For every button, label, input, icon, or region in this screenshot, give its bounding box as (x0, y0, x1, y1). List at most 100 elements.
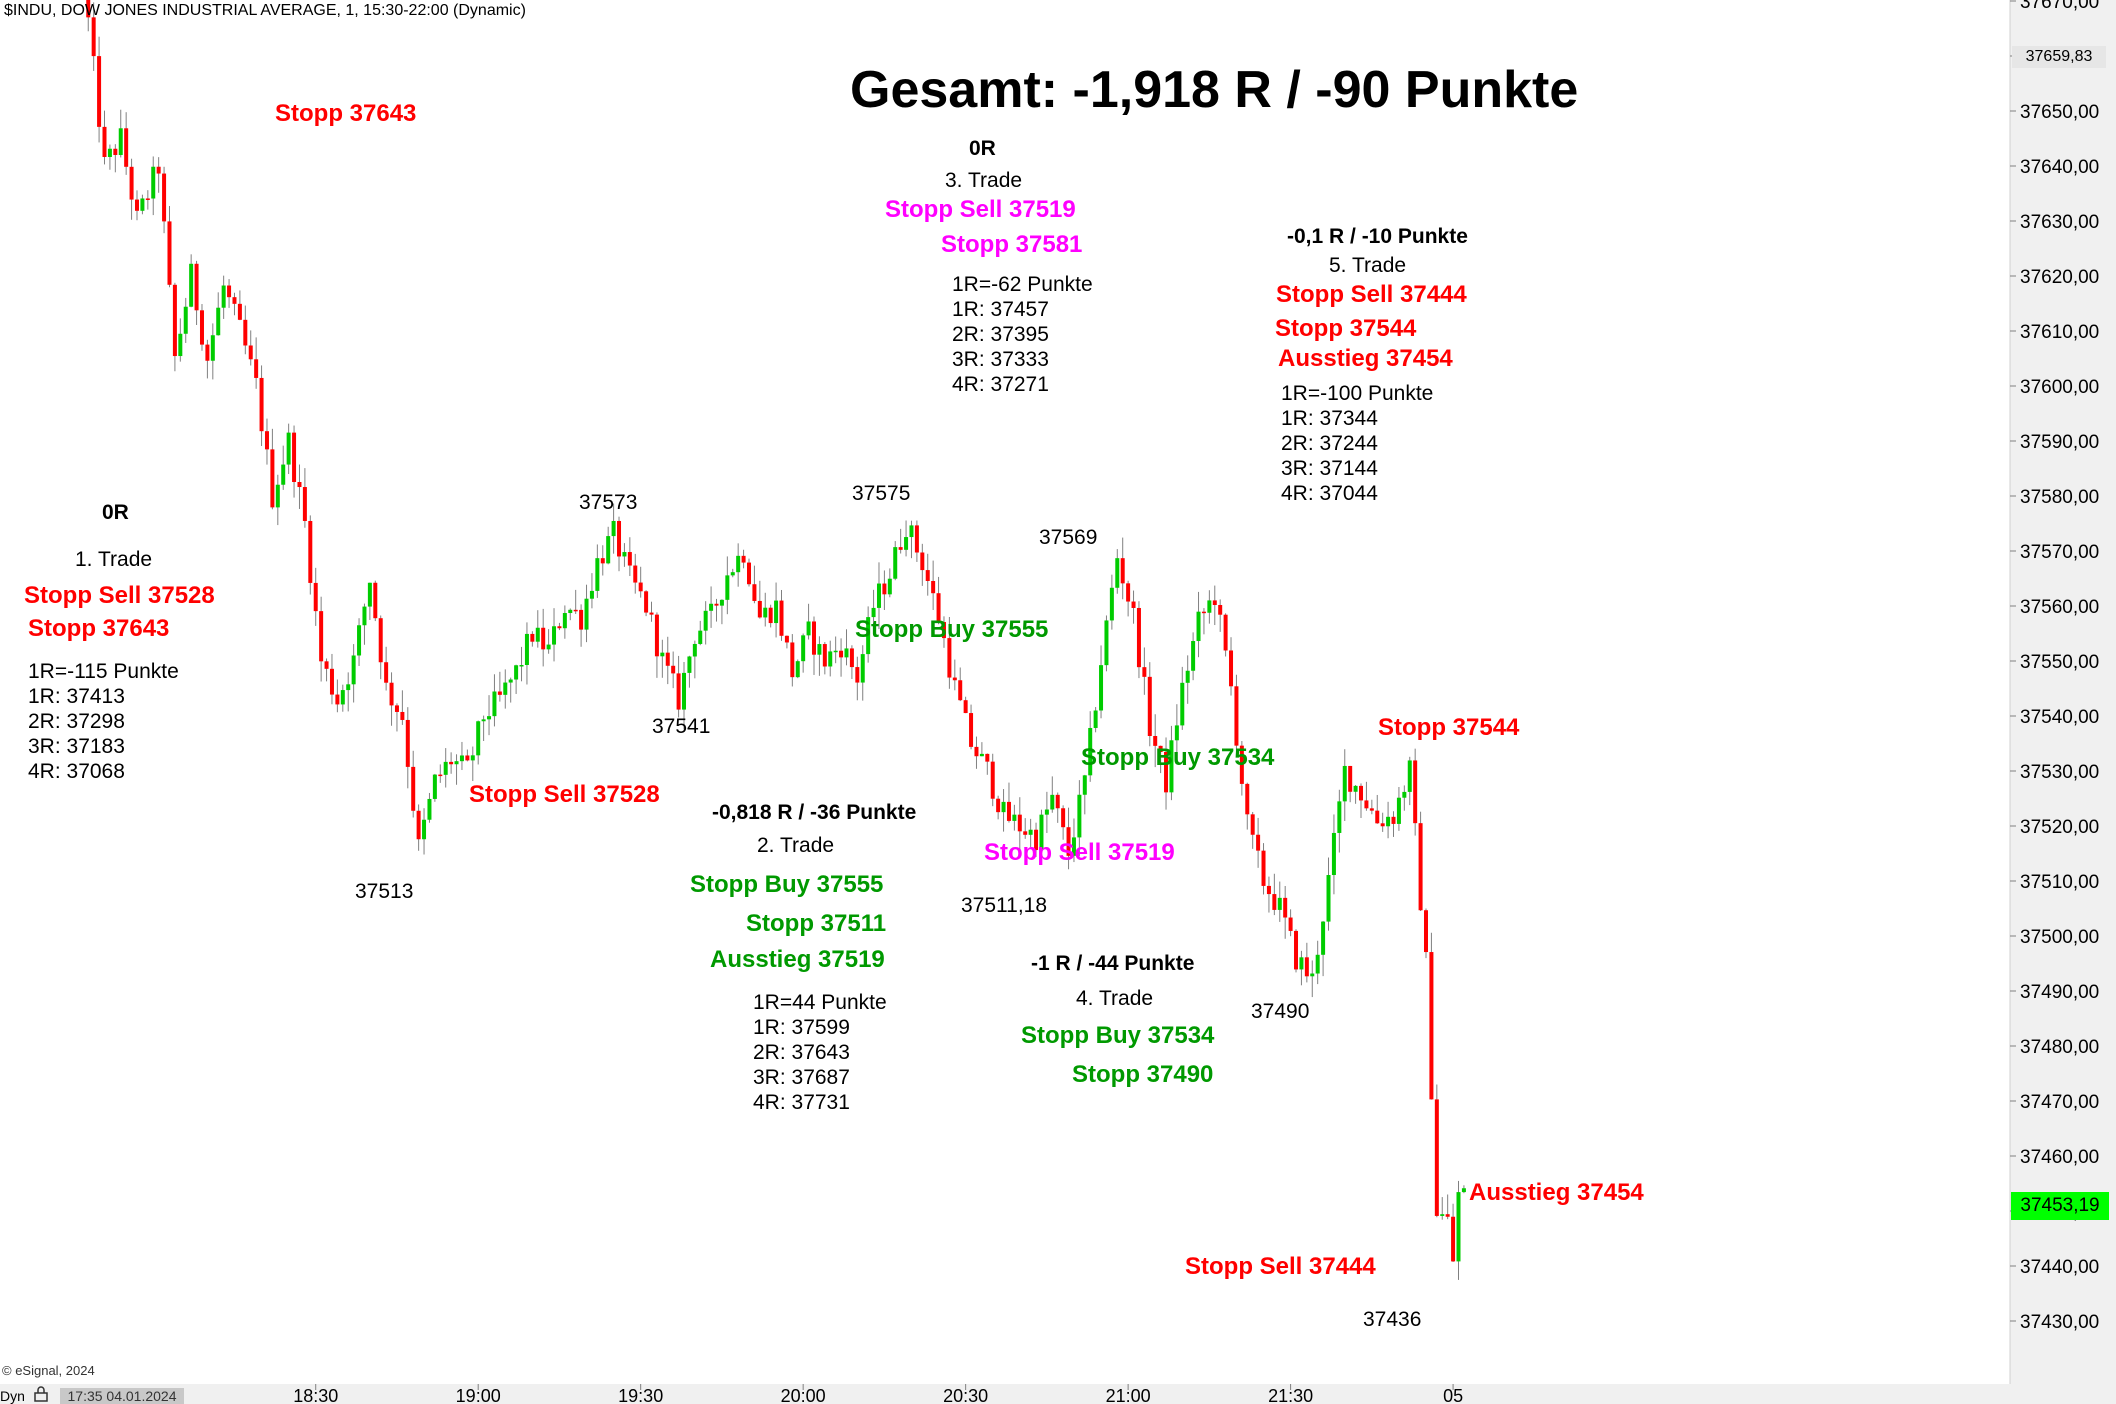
trade5-target-line: 2R: 37244 (1281, 432, 1378, 455)
time-axis-panel[interactable] (0, 1384, 2116, 1404)
candle-body (589, 590, 594, 599)
candle-body (535, 627, 540, 642)
candle-body (346, 684, 351, 691)
candle-body (801, 635, 806, 662)
y-tick-label: 37460,00 (2020, 1147, 2099, 1168)
candle-body (1283, 897, 1288, 918)
y-tick-label: 37590,00 (2020, 432, 2099, 453)
candle-body (351, 655, 356, 685)
candle-body (714, 603, 719, 606)
candle-body (562, 613, 567, 629)
candle-body (259, 377, 264, 432)
candle-body (248, 345, 253, 360)
candle-body (1017, 814, 1022, 832)
candle-body (1277, 897, 1282, 910)
candle-body (552, 626, 557, 645)
candle-body (1348, 765, 1353, 792)
candle-body (665, 652, 670, 666)
candle-body (162, 173, 167, 222)
candle-body (167, 221, 172, 285)
candle-body (416, 810, 421, 840)
candle-body (319, 611, 324, 662)
trade3-targets: 1R=-62 Punkte 1R: 37457 2R: 37395 3R: 37… (952, 272, 1093, 397)
candle-body (470, 755, 475, 761)
candle-body (1288, 917, 1293, 931)
candle-body (844, 648, 849, 658)
candle-body (1369, 808, 1374, 811)
y-tick-label: 37430,00 (2020, 1312, 2099, 1333)
candle-body (909, 525, 914, 538)
candle-body (1445, 1214, 1450, 1217)
trade2-stop: Stopp 37511 (746, 910, 887, 937)
candle-body (1142, 667, 1147, 677)
candle-body (324, 661, 329, 669)
candle-body (774, 600, 779, 624)
copyright-text: © eSignal, 2024 (2, 1363, 95, 1378)
candle-body (1071, 837, 1076, 856)
trade3-target-line: 3R: 37333 (952, 348, 1049, 371)
candle-body (692, 643, 697, 657)
candle-body (1304, 957, 1309, 977)
sell-37528-label: Stopp Sell 37528 (469, 781, 660, 808)
sell-37519-label: Stopp Sell 37519 (984, 839, 1175, 866)
trade3-stop: Stopp 37581 (941, 231, 1083, 258)
trade5-entry: Stopp Sell 37444 (1276, 281, 1467, 308)
x-tick-label: 20:00 (781, 1386, 826, 1404)
trade2-target-line: 2R: 37643 (753, 1041, 850, 1064)
candle-body (931, 580, 936, 594)
candle-body (1185, 670, 1190, 683)
candle-body (1169, 740, 1174, 793)
candle-body (839, 650, 844, 658)
trade5-result: -0,1 R / -10 Punkte (1287, 225, 1468, 248)
candle-body (1413, 760, 1418, 824)
y-tick-label: 37470,00 (2020, 1092, 2099, 1113)
trade3-result: 0R (969, 137, 996, 160)
y-tick-label: 37550,00 (2020, 652, 2099, 673)
candle-body (1424, 910, 1428, 953)
trade1-result: 0R (102, 501, 129, 524)
trade2-target-line: 3R: 37687 (753, 1066, 850, 1089)
candle-body (1115, 558, 1120, 588)
trade2-target-line: 4R: 37731 (753, 1091, 850, 1114)
candle-body (985, 753, 990, 762)
candle-body (752, 584, 757, 601)
candle-body (1044, 809, 1049, 815)
candle-body (1023, 831, 1028, 835)
trade3-entry: Stopp Sell 37519 (885, 196, 1076, 223)
candle-body (519, 664, 524, 667)
candle-body (617, 520, 622, 557)
candle-body (1126, 583, 1131, 602)
trade5-stop: Stopp 37544 (1275, 315, 1417, 342)
candle-body (1131, 601, 1136, 608)
candle-body (129, 166, 134, 200)
candle-body (1153, 735, 1158, 746)
candle-body (709, 603, 714, 611)
candle-body (947, 638, 952, 678)
candle-body (210, 335, 215, 361)
price-axis-panel[interactable] (2010, 0, 2116, 1404)
candle-body (1331, 832, 1336, 876)
trade4-stop: Stopp 37490 (1072, 1061, 1214, 1088)
candle-body (1006, 801, 1011, 821)
candle-body (384, 662, 389, 683)
trade5-target-line: 3R: 37144 (1281, 457, 1378, 480)
candle-body (1256, 834, 1261, 851)
candle-body (459, 755, 464, 762)
candle-body (221, 285, 226, 308)
summary-title: Gesamt: -1,918 R / -90 Punkte (850, 61, 1579, 119)
candle-body (432, 774, 437, 799)
candle-body (898, 547, 903, 550)
candle-body (329, 668, 334, 695)
candle-body (1353, 785, 1358, 792)
candle-body (606, 536, 611, 564)
lock-icon[interactable] (34, 1386, 48, 1402)
candle-body (194, 263, 199, 311)
candle-body (275, 484, 280, 508)
candle-body (1093, 710, 1098, 728)
candle-body (1299, 957, 1304, 970)
candle-body (454, 761, 459, 765)
candle-body (1342, 765, 1347, 802)
candle-body (481, 719, 486, 722)
x-tick-label: 19:00 (456, 1386, 501, 1404)
